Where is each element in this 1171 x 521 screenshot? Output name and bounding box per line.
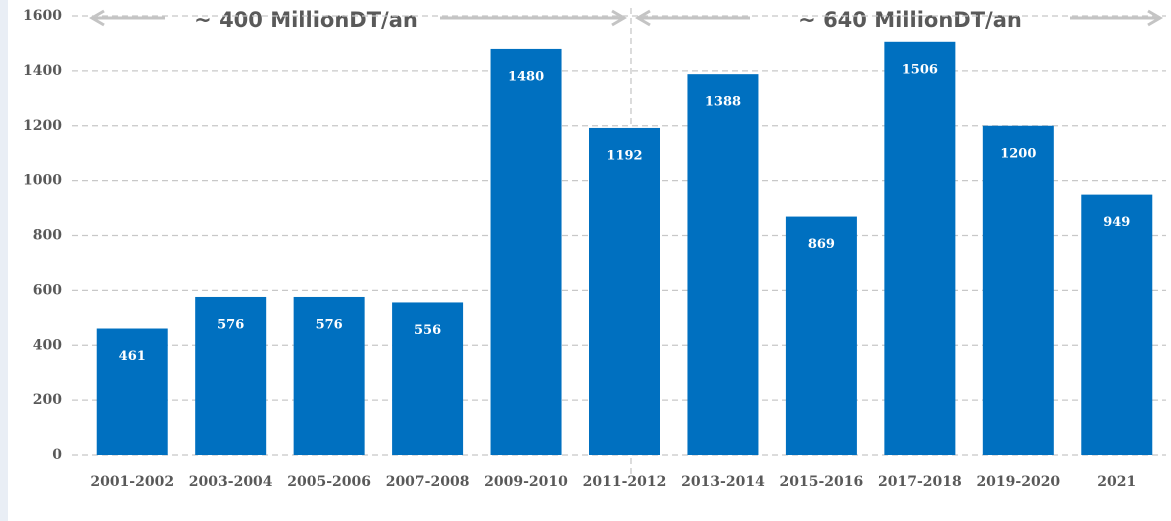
bar: [195, 296, 267, 455]
data-label: 461: [119, 349, 146, 364]
y-tick-label: 1200: [23, 118, 62, 134]
annotation: ~ 640 MillionDT/an: [798, 8, 1022, 32]
annotation: ~ 400 MillionDT/an: [194, 8, 418, 32]
x-tick-label: 2015-2016: [780, 474, 864, 490]
x-tick-label: 2005-2006: [287, 474, 371, 490]
x-tick-label: 2019-2020: [976, 474, 1060, 490]
bar: [785, 216, 857, 455]
data-label: 949: [1103, 215, 1130, 230]
y-tick-label: 1600: [23, 8, 62, 24]
x-tick-label: 2009-2010: [484, 474, 568, 490]
bar: [884, 41, 956, 455]
y-tick-label: 600: [33, 282, 62, 298]
bar: [687, 74, 759, 455]
x-tick-label: 2001-2002: [90, 474, 174, 490]
x-tick-label: 2007-2008: [386, 474, 470, 490]
x-tick-label: 2003-2004: [189, 474, 273, 490]
side-strip: [0, 0, 8, 521]
data-label: 1200: [1000, 146, 1036, 161]
bar: [293, 296, 365, 455]
bar: [96, 328, 168, 455]
data-label: 576: [217, 317, 244, 332]
data-label: 1192: [606, 148, 642, 163]
data-label: 1388: [705, 95, 741, 110]
bar: [490, 48, 562, 456]
y-tick-label: 200: [33, 392, 62, 408]
y-tick-label: 400: [33, 337, 62, 353]
bar: [1081, 194, 1153, 456]
data-label: 1480: [508, 69, 544, 84]
arrows: [89, 9, 1163, 27]
bar: [589, 127, 660, 455]
y-tick-label: 1400: [23, 63, 62, 79]
y-tick-label: 1000: [23, 173, 62, 189]
bar: [392, 302, 464, 455]
bar: [982, 125, 1054, 455]
data-label: 576: [316, 317, 343, 332]
data-label: 869: [808, 237, 835, 252]
x-tick-label: 2021: [1097, 474, 1136, 490]
x-tick-label: 2013-2014: [681, 474, 765, 490]
x-tick-label: 2017-2018: [878, 474, 962, 490]
y-tick-label: 0: [52, 447, 62, 463]
x-tick-label: 2011-2012: [583, 474, 667, 490]
data-label: 556: [414, 323, 441, 338]
y-tick-label: 800: [33, 228, 62, 244]
data-label: 1506: [902, 62, 938, 77]
